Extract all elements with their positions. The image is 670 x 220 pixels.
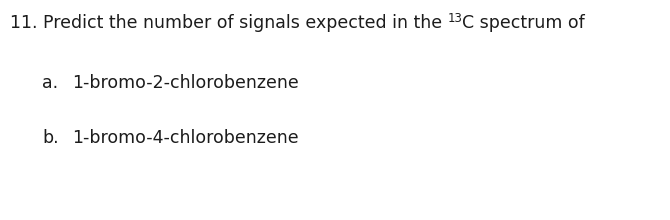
Text: 11. Predict the number of signals expected in the: 11. Predict the number of signals expect…: [10, 14, 448, 32]
Text: 1-bromo-4-chlorobenzene: 1-bromo-4-chlorobenzene: [72, 129, 299, 147]
Text: a.: a.: [42, 74, 58, 92]
Text: b.: b.: [42, 129, 59, 147]
Text: C spectrum of: C spectrum of: [462, 14, 586, 32]
Text: 1-bromo-2-chlorobenzene: 1-bromo-2-chlorobenzene: [72, 74, 299, 92]
Text: 13: 13: [448, 12, 462, 25]
